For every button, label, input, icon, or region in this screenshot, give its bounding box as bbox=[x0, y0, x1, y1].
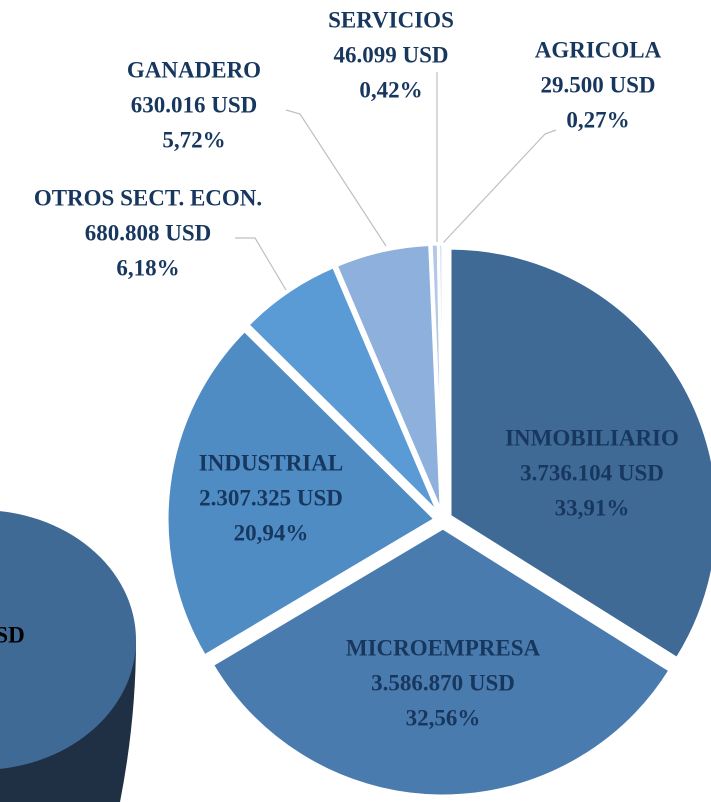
leader-line bbox=[285, 109, 387, 247]
pie-slice bbox=[165, 328, 438, 658]
pie-slice bbox=[210, 526, 673, 798]
slice-value-label: 630.016 USD bbox=[131, 92, 258, 117]
pie-slice bbox=[245, 264, 440, 515]
pie-slice bbox=[448, 246, 711, 661]
fragment-top bbox=[0, 511, 136, 769]
slice-label: OTROS SECT. ECON. bbox=[34, 185, 262, 210]
slice-label: AGRICOLA bbox=[535, 37, 662, 62]
slice-percent-label: 6,18% bbox=[116, 255, 179, 280]
leader-line bbox=[235, 237, 287, 291]
pie-slice bbox=[436, 242, 445, 513]
slice-percent-label: 20,94% bbox=[234, 520, 309, 545]
slice-value-label: 3.586.870 USD bbox=[371, 670, 515, 695]
slice-percent-label: 0,42% bbox=[359, 77, 422, 102]
slice-label: GANADERO bbox=[127, 57, 261, 82]
slice-percent-label: 0,27% bbox=[566, 107, 629, 132]
slice-label: INMOBILIARIO bbox=[505, 425, 679, 450]
slice-percent-label: 32,56% bbox=[406, 705, 481, 730]
slice-value-label: 2.307.325 USD bbox=[199, 485, 343, 510]
slice-value-label: 3.736.104 USD bbox=[520, 460, 664, 485]
pie-slice bbox=[334, 242, 443, 513]
slice-label: SERVICIOS bbox=[328, 7, 454, 32]
slice-label: MICROEMPRESA bbox=[346, 635, 541, 660]
slice-percent-label: 5,72% bbox=[162, 127, 225, 152]
leader-line bbox=[441, 129, 557, 245]
slice-value-label: 29.500 USD bbox=[540, 72, 655, 97]
slice-value-label: 46.099 USD bbox=[333, 42, 448, 67]
slice-value-label: 680.808 USD bbox=[85, 220, 212, 245]
slice-label: INDUSTRIAL bbox=[199, 450, 343, 475]
fragment-label: SD bbox=[0, 622, 25, 647]
slice-percent-label: 33,91% bbox=[555, 495, 630, 520]
